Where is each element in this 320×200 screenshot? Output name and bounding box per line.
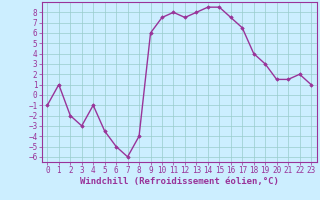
X-axis label: Windchill (Refroidissement éolien,°C): Windchill (Refroidissement éolien,°C) — [80, 177, 279, 186]
